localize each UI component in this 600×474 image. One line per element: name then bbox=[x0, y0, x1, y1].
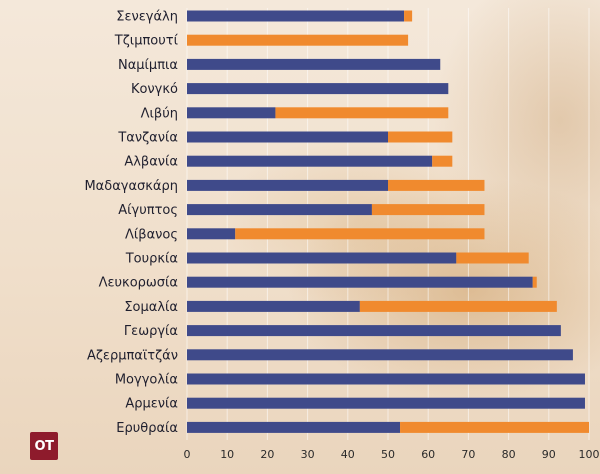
bar-segment-blue bbox=[187, 58, 441, 70]
bar-segment-orange bbox=[187, 34, 409, 46]
bar-segment-orange bbox=[388, 179, 485, 191]
bar-segment-blue bbox=[187, 397, 585, 409]
bar-segment-blue bbox=[187, 10, 405, 22]
x-tick-label: 40 bbox=[341, 448, 355, 461]
category-label: Αρμενία bbox=[125, 397, 178, 412]
category-label: Σενεγάλη bbox=[116, 10, 178, 25]
bar-segment-orange bbox=[532, 276, 537, 288]
bar-segment-blue bbox=[187, 373, 585, 385]
x-tick-label: 90 bbox=[542, 448, 556, 461]
category-label: Τζιμπουτί bbox=[114, 34, 179, 49]
x-tick-label: 70 bbox=[461, 448, 475, 461]
category-label: Αλβανία bbox=[124, 155, 178, 170]
bar-segment-orange bbox=[371, 204, 485, 216]
x-tick-label: 0 bbox=[184, 448, 191, 461]
bar-segment-blue bbox=[187, 179, 388, 191]
category-label: Τανζανία bbox=[117, 131, 178, 146]
category-label: Μαδαγασκάρη bbox=[84, 179, 178, 194]
category-label: Κονγκό bbox=[131, 82, 178, 97]
bar-segment-orange bbox=[400, 421, 589, 433]
x-tick-label: 50 bbox=[381, 448, 395, 461]
bar-segment-blue bbox=[187, 325, 561, 337]
category-label: Μογγολία bbox=[115, 373, 178, 388]
category-label: Ναμίμπια bbox=[118, 58, 178, 73]
bar-segment-blue bbox=[187, 300, 360, 312]
ot-logo: OT bbox=[30, 432, 58, 460]
x-tick-label: 100 bbox=[579, 448, 600, 461]
category-label: Λιβύη bbox=[141, 106, 178, 121]
bar-segment-orange bbox=[404, 10, 413, 22]
bar-segment-blue bbox=[187, 83, 449, 95]
x-tick-label: 20 bbox=[260, 448, 274, 461]
x-tick-label: 10 bbox=[220, 448, 234, 461]
category-label: Ερυθραία bbox=[116, 421, 178, 436]
category-label: Τουρκία bbox=[125, 252, 178, 267]
x-tick-label: 80 bbox=[502, 448, 516, 461]
category-label: Σομαλία bbox=[124, 300, 178, 315]
bar-segment-orange bbox=[388, 131, 453, 143]
bar-segment-blue bbox=[187, 131, 388, 143]
category-label: Λίβανος bbox=[125, 227, 178, 242]
bar-segment-orange bbox=[359, 300, 557, 312]
bar-segment-orange bbox=[235, 228, 485, 240]
bar-segment-orange bbox=[275, 107, 449, 119]
bar-segment-blue bbox=[187, 155, 433, 167]
x-tick-label: 30 bbox=[301, 448, 315, 461]
bar-segment-blue bbox=[187, 252, 457, 264]
bar-segment-blue bbox=[187, 349, 573, 361]
bar-segment-blue bbox=[187, 107, 276, 119]
bar-segment-orange bbox=[456, 252, 529, 264]
bar-segment-blue bbox=[187, 228, 236, 240]
category-label: Γεωργία bbox=[124, 324, 178, 339]
bar-segment-blue bbox=[187, 276, 533, 288]
bar-segment-blue bbox=[187, 204, 372, 216]
category-label: Αζερμπαϊτζάν bbox=[87, 348, 178, 363]
bar-segment-orange bbox=[432, 155, 453, 167]
bar-segment-blue bbox=[187, 421, 401, 433]
category-label: Λευκορωσία bbox=[99, 276, 178, 291]
x-tick-label: 60 bbox=[421, 448, 435, 461]
category-label: Αίγυπτος bbox=[118, 203, 178, 218]
